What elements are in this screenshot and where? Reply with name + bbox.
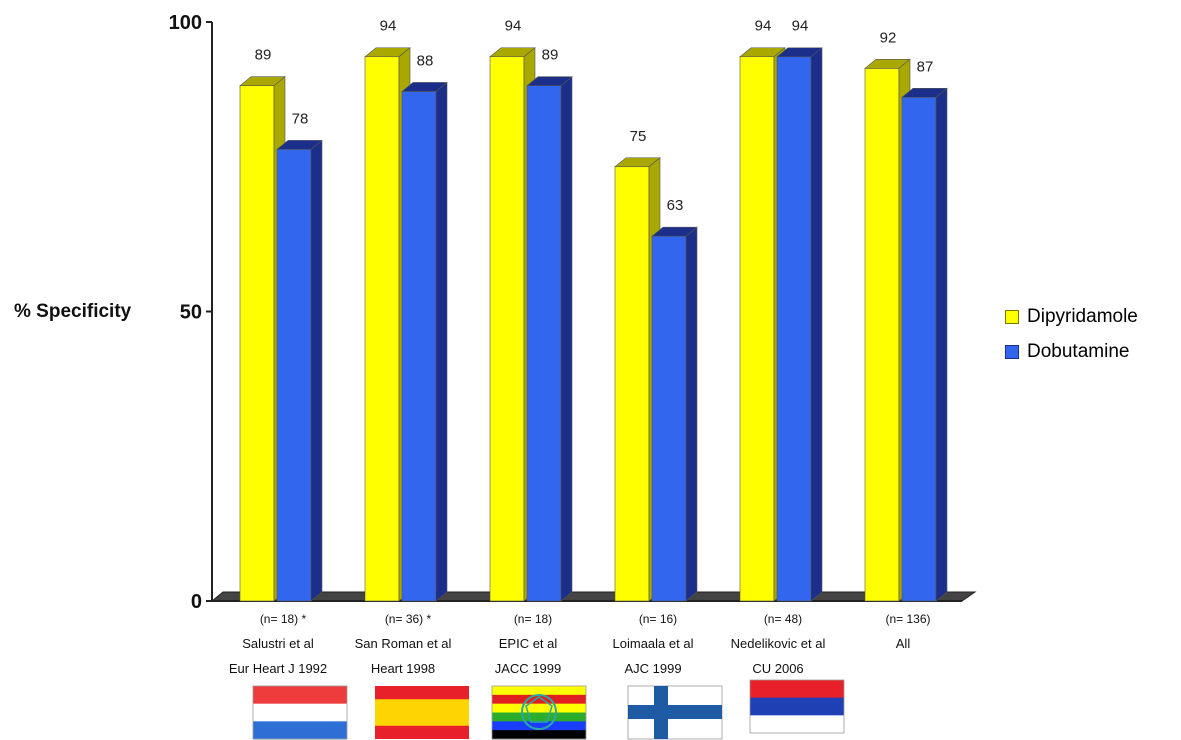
- category-label-line2: Heart 1998: [371, 661, 435, 676]
- legend: Dipyridamole Dobutamine: [1005, 303, 1175, 373]
- flag-stripe: [492, 694, 586, 705]
- legend-label-dobutamine: Dobutamine: [1027, 340, 1130, 362]
- bar-front: [239, 85, 275, 602]
- category-label-line2: CU 2006: [752, 661, 803, 676]
- data-label: 63: [667, 197, 684, 214]
- y-axis-label: % Specificity: [14, 301, 132, 322]
- flag-stripe: [492, 721, 586, 731]
- flags: [252, 679, 845, 740]
- category-n-label: (n= 18): [514, 612, 552, 626]
- bar-front: [364, 56, 400, 602]
- flag-stripe: [253, 703, 347, 722]
- flag-netherlands: [252, 685, 348, 740]
- flag-stripe: [492, 703, 586, 713]
- flag-stripe: [492, 730, 586, 740]
- bar-front: [614, 166, 650, 602]
- flag-stripe: [492, 686, 586, 696]
- data-label: 88: [417, 52, 434, 69]
- flag-stripe: [492, 712, 586, 722]
- flag-border: [252, 685, 348, 740]
- category-label-line1: San Roman et al: [355, 636, 452, 651]
- emblem-circle: [521, 694, 557, 730]
- category-label-line2: JACC 1999: [495, 661, 561, 676]
- bar-side: [310, 139, 323, 602]
- bar: [651, 226, 698, 602]
- data-label: 94: [505, 18, 522, 35]
- category-label-line1: Nedelikovic et al: [731, 636, 826, 651]
- labels: 89 78 (n= 18) * Salustri et al Eur Heart J 1…: [229, 18, 933, 676]
- category-n-label: (n= 36) *: [385, 612, 432, 626]
- category-n-label: (n= 16): [639, 612, 677, 626]
- category-label-line1: All: [896, 636, 911, 651]
- legend-item-dobutamine: Dobutamine: [1005, 338, 1175, 365]
- flag-border: [749, 679, 845, 734]
- data-label: 89: [255, 47, 272, 64]
- bar-side: [435, 81, 448, 602]
- bar: [401, 81, 448, 602]
- category-label-line2: AJC 1999: [624, 661, 681, 676]
- bar: [526, 76, 573, 602]
- category-n-label: (n= 48): [764, 612, 802, 626]
- category-n-label: (n= 18) *: [260, 612, 307, 626]
- category-n-label: (n= 136): [885, 612, 930, 626]
- flag-finland: [627, 685, 723, 740]
- bar-front: [864, 68, 900, 602]
- flag-border: [491, 685, 587, 740]
- y-tick-label: 100: [169, 12, 202, 34]
- flag-stripe: [253, 686, 347, 705]
- bar-front: [276, 149, 312, 602]
- bars: [239, 47, 948, 602]
- data-label: 94: [792, 18, 809, 35]
- bar-front: [526, 85, 562, 602]
- flag-stripe: [750, 715, 844, 734]
- legend-label-dipyridamole: Dipyridamole: [1027, 305, 1138, 327]
- bar-side: [935, 87, 948, 602]
- bar: [901, 87, 948, 602]
- y-tick-label: 50: [180, 302, 202, 324]
- bar-front: [651, 235, 687, 602]
- bar-side: [810, 47, 823, 602]
- flag-stripe: [253, 721, 347, 740]
- data-label: 94: [380, 18, 397, 35]
- flag-cross-horizontal: [628, 705, 722, 719]
- legend-swatch-dipyridamole: [1005, 309, 1019, 324]
- bar: [276, 139, 323, 602]
- legend-swatch-dobutamine: [1005, 344, 1019, 359]
- bar-front: [401, 91, 437, 602]
- flag-stripe: [750, 680, 844, 699]
- floor-top: [210, 591, 977, 602]
- flag-brazil: [491, 685, 587, 740]
- legend-item-dipyridamole: Dipyridamole: [1005, 303, 1175, 330]
- data-label: 92: [880, 29, 897, 46]
- data-label: 87: [917, 58, 934, 75]
- flag-stripe: [750, 697, 844, 716]
- flag-serbia: [749, 679, 845, 734]
- bar: [776, 47, 823, 602]
- category-label-line1: EPIC et al: [499, 636, 558, 651]
- data-label: 75: [630, 128, 647, 145]
- bar-side: [685, 226, 698, 602]
- category-label-line1: Salustri et al: [242, 636, 314, 651]
- data-label: 94: [755, 18, 772, 35]
- bar-front: [901, 96, 937, 602]
- category-label-line2: Eur Heart J 1992: [229, 661, 327, 676]
- emblem-pentagon: [525, 696, 553, 723]
- bar-front: [776, 56, 812, 602]
- y-tick-label: 0: [191, 591, 202, 613]
- bar-side: [560, 76, 573, 602]
- data-label: 78: [292, 110, 309, 127]
- bar-front: [489, 56, 525, 602]
- category-label-line1: Loimaala et al: [613, 636, 694, 651]
- flag-spain: [375, 686, 469, 739]
- flag-stripe: [375, 699, 469, 726]
- bar-front: [739, 56, 775, 602]
- data-label: 89: [542, 47, 559, 64]
